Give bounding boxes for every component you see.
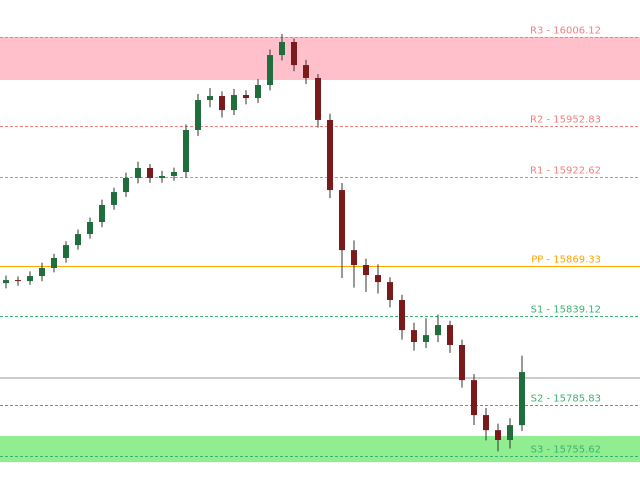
candle-body	[207, 96, 213, 101]
candle-body	[75, 234, 81, 246]
candle-body	[447, 325, 453, 345]
candle-body	[159, 176, 165, 179]
candle-body	[363, 265, 369, 276]
candle-body	[519, 372, 525, 426]
candle-body	[411, 330, 417, 342]
candle-body	[507, 425, 513, 441]
pivot-label: R1 - 15922.62	[530, 166, 601, 177]
pivot-label: S1 - 15839.12	[531, 305, 601, 316]
candle-body	[219, 96, 225, 111]
candle-body	[399, 299, 405, 331]
candle-body	[183, 129, 189, 172]
zone	[0, 435, 640, 463]
pivot-label: R2 - 15952.83	[530, 115, 601, 126]
pivot-label: S3 - 15755.62	[531, 445, 601, 456]
candle-body	[15, 280, 21, 282]
candle-body	[279, 41, 285, 56]
candle-body	[123, 178, 129, 193]
candle-body	[375, 275, 381, 283]
candle-body	[111, 192, 117, 205]
candle-body	[135, 167, 141, 179]
candle-body	[195, 100, 201, 130]
candle-body	[483, 415, 489, 431]
candle-body	[39, 268, 45, 277]
candle-body	[243, 95, 249, 99]
candle-body	[459, 344, 465, 381]
zone	[0, 36, 640, 80]
candle-body	[255, 84, 261, 99]
candle-body	[63, 245, 69, 258]
candle-body	[27, 276, 33, 282]
candle-body	[267, 55, 273, 85]
candle-body	[171, 171, 177, 177]
candle-body	[339, 190, 345, 251]
candle-body	[51, 257, 57, 269]
pivot-label: S2 - 15785.83	[531, 394, 601, 405]
candle-body	[303, 65, 309, 78]
candle-body	[87, 222, 93, 235]
candle-body	[471, 380, 477, 416]
pivot-label: R3 - 16006.12	[530, 26, 601, 37]
candle-body	[99, 204, 105, 223]
candle-body	[387, 282, 393, 300]
candle-body	[315, 77, 321, 120]
candle-body	[495, 430, 501, 441]
candle-body	[351, 250, 357, 266]
candle-body	[147, 167, 153, 179]
candle-body	[3, 280, 9, 284]
pivot-label: PP - 15869.33	[531, 255, 601, 266]
candle-body	[435, 325, 441, 336]
candle-body	[291, 41, 297, 66]
candle-body	[327, 119, 333, 191]
candle-body	[231, 95, 237, 111]
candle-body	[423, 335, 429, 342]
